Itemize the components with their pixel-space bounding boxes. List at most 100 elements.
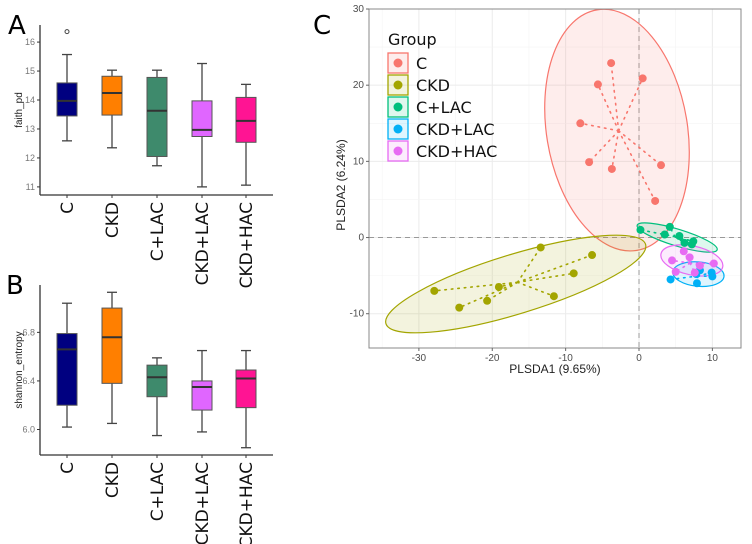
y-tick-label: 14 [25,95,35,105]
data-point-CKD [455,303,464,312]
centroid-spoke [610,62,620,132]
centroid-spoke [611,129,620,170]
data-point-C [576,119,585,128]
data-point-C+LAC [665,222,674,231]
box-C [56,82,78,117]
panel-c-scatter: -30 -20 -10 0 10 -10 0 10 20 30 [350,4,742,364]
panel-label-a: A [8,11,26,41]
box-CKD+LAC [191,380,213,411]
y-tick-label: 20 [353,80,365,91]
legend-key-dot [393,58,403,68]
box-CKD+HAC [235,369,257,409]
data-point-C [638,74,647,83]
data-point-CKD+LAC [666,275,675,284]
panel-a-boxplot: 11 12 13 14 15 16 C CKD C+LAC CKD+LAC CKD+HAC [25,25,273,288]
centroid-spoke [669,275,699,281]
centroid-spoke [588,129,620,163]
data-point-CKD [494,283,503,292]
centroid-spoke [516,281,555,297]
legend-label: CKD [416,76,450,95]
panel-c-xlabel: PLSDA1 (9.65%) [509,362,600,376]
legend-key-dot [393,146,403,156]
data-point-CKD [430,286,439,295]
y-tick-label: 6.8 [22,327,35,337]
legend-title: Group [388,30,437,49]
legend-label: CKD+LAC [416,120,495,139]
y-tick-label: 15 [25,66,35,76]
legend: C CKD C+LAC CKD+LAC CKD+HAC [387,52,497,162]
centroid-spoke [697,271,713,277]
y-tick-label: 13 [25,124,35,134]
category-label: C [58,462,78,474]
centroid-spoke [579,122,620,132]
data-point-CKD+HAC [679,247,688,256]
box-CKD+LAC [191,100,213,137]
data-point-C [657,161,666,170]
legend-label: CKD+HAC [416,142,497,161]
data-point-C+LAC [687,240,696,249]
data-point-CKD [569,269,578,278]
y-tick-label: 16 [25,37,35,47]
data-point-CKD [588,251,597,260]
data-point-CKD+HAC [668,256,677,265]
category-label: CKD+HAC [237,462,257,544]
x-tick-label: -10 [558,353,573,364]
data-point-C+LAC [680,238,689,247]
centroid-spoke [486,281,519,302]
outlier-point [64,29,70,35]
category-label: CKD [103,462,123,498]
box-CKD+HAC [235,96,257,143]
centroid-spoke [458,281,519,309]
y-tick-label: -10 [350,309,365,320]
y-tick-label: 6.0 [22,425,35,435]
centroid-spoke [516,246,542,284]
x-tick-label: 0 [636,353,642,364]
category-label: C+LAC [148,202,168,261]
data-point-C+LAC [636,225,645,234]
y-tick-label: 11 [26,182,35,192]
legend-label: C [416,54,427,73]
box-C+LAC [146,364,168,398]
data-point-CKD+HAC [671,267,680,276]
data-point-C [593,80,602,89]
box-C+LAC [146,76,168,157]
y-tick-label: 30 [353,4,365,15]
data-point-CKD [536,243,545,252]
data-point-C [651,196,660,205]
y-tick-label: 0 [358,233,364,244]
category-label: CKD+HAC [237,202,257,288]
y-tick-label: 6.4 [22,376,35,386]
data-point-CKD+LAC [692,279,701,288]
category-label: C [58,202,78,214]
panel-a-ylabel: faith_pd [14,92,25,128]
y-tick-label: 12 [25,153,35,163]
centroid-spoke [669,226,676,238]
legend-key-dot [393,102,403,112]
centroid-spoke [516,254,593,284]
box-CKD [101,75,123,116]
panel-b-boxplot: 6.0 6.4 6.8 C CKD C+LAC CKD+LAC CKD+HAC [22,285,273,544]
x-tick-label: -30 [412,353,427,364]
category-label: CKD+LAC [193,202,213,285]
centroid-spoke [617,129,656,202]
centroid-spoke [617,129,662,166]
data-point-CKD+HAC [690,268,699,277]
data-point-CKD+LAC [708,272,717,281]
panel-c-ylabel: PLSDA2 (6.24%) [334,139,348,230]
data-point-C [585,158,594,167]
data-point-C+LAC [660,230,669,239]
data-point-CKD [483,296,492,305]
data-point-CKD+HAC [695,261,704,270]
confidence-ellipse-CKD [385,234,647,334]
centroid-spoke [433,281,519,292]
category-label: C+LAC [148,462,168,521]
data-point-CKD+HAC [709,259,718,268]
box-CKD [101,307,123,384]
panel-b-ylabel: shannon_entropy [14,331,25,408]
panel-label-b: B [6,271,24,301]
data-point-CKD [549,292,558,301]
data-point-C [607,164,616,173]
category-label: CKD [103,202,123,238]
